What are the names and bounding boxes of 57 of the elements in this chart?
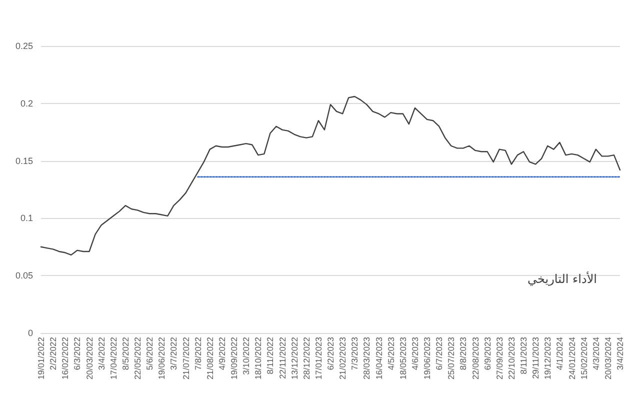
x-tick-label: 6/2/2023 [326,336,336,370]
x-tick-label: 25/07/2023 [446,336,456,380]
y-tick-label: 0.1 [20,213,33,224]
x-tick-label: 28/12/2022 [301,336,312,380]
x-tick-label: 29/11/2023 [530,336,541,379]
text: الأداء التاريخي [528,271,598,286]
x-tick-label: 16/04/2023 [374,336,384,380]
x-tick-label: 19/06/2022 [156,336,167,380]
x-tick-label: 5/6/2022 [144,336,155,370]
x-tick-label: 21/07/2022 [180,336,191,380]
x-tick-label: 8/11/2023 [518,336,528,374]
x-tick-label: 20/03/2022 [84,336,94,380]
x-tick-label: 17/04/2022 [108,336,118,380]
x-tick-label: 15/02/2024 [578,336,589,380]
x-tick-label: 3/7/2022 [168,336,179,370]
x-tick-label: 22/08/2023 [470,336,480,380]
x-tick-label: 4/5/2023 [386,336,396,370]
x-tick-label: 2/2/2022 [48,336,58,370]
x-tick-label: 18/05/2023 [398,336,408,380]
x-tick-label: 8/8/2023 [458,336,468,370]
x-tick-label: 4/6/2023 [410,336,420,370]
y-tick-label: 0.05 [15,270,33,281]
x-tick-label: 13/12/2022 [289,336,300,380]
x-tick-label: 19/06/2023 [422,336,432,380]
x-tick-label: 8/5/2022 [120,336,130,370]
x-tick-label: 19/12/2023 [542,336,553,380]
y-tick-label: 0.2 [20,98,33,108]
x-tick-label: 8/11/2022 [265,336,276,374]
x-tick-label: 4/1/2024 [554,336,565,370]
x-tick-label: 19/09/2022 [229,336,239,380]
x-tick-label: 21/08/2022 [204,336,215,380]
x-tick-label: 4/9/2022 [216,336,227,370]
line-series [40,96,621,256]
x-tick-label: 24/01/2024 [566,336,577,380]
x-tick-label: 3/10/2022 [241,336,252,375]
x-tick-label: 22/10/2023 [506,336,516,380]
x-tick-label: 6/7/2023 [434,336,444,370]
x-tick-label: 6/9/2023 [482,336,492,370]
x-tick-label: 3/4/2022 [96,336,106,370]
x-tick-label: 17/01/2023 [313,336,324,380]
y-tick-label: 0 [28,328,33,338]
x-tick-label: 16/02/2022 [60,336,70,380]
x-tick-label: 7/8/2022 [192,336,203,370]
x-tick-label: 3/4/2024 [615,336,625,370]
y-tick-label: 0.15 [15,156,33,166]
x-tick-label: 4/3/2024 [590,336,601,370]
x-tick-label: 21/02/2023 [338,336,348,380]
x-tick-label: 22/11/2022 [277,336,288,379]
x-tick-label: 7/3/2023 [350,336,360,370]
y-tick-label: 0.25 [15,41,33,51]
x-tick-label: 22/05/2022 [132,336,142,380]
x-tick-label: 6/3/2022 [72,336,82,370]
x-tick-label: 19/01/2022 [36,336,46,380]
x-tick-label: 27/09/2023 [494,336,504,380]
x-tick-label: 28/03/2023 [362,336,372,380]
x-tick-label: 20/03/2024 [602,336,613,380]
x-tick-label: 18/10/2022 [253,336,264,380]
